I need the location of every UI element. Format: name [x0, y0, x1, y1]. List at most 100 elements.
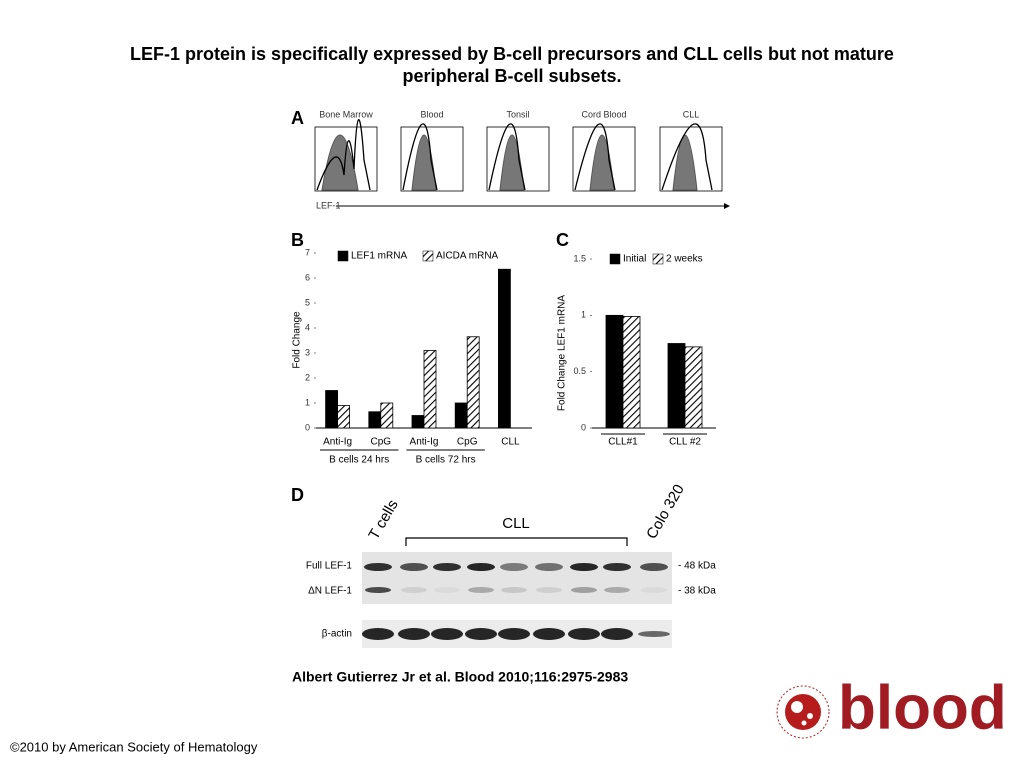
histogram-outline — [402, 123, 438, 191]
panel-letter: B — [291, 230, 304, 250]
bar — [667, 343, 686, 429]
band — [535, 563, 563, 571]
histogram-frame — [314, 126, 378, 192]
histogram-frame — [400, 126, 464, 192]
legend-label: LEF1 mRNA — [351, 251, 407, 262]
histogram-header: Cord Blood — [581, 109, 626, 119]
legend-swatch — [652, 253, 664, 265]
y-tick-label: 0 — [305, 422, 310, 432]
lane-label: T cells — [365, 497, 401, 543]
bar — [411, 415, 425, 429]
histogram-filled — [411, 134, 437, 191]
histogram-outline — [661, 123, 713, 191]
histogram-filled — [672, 134, 698, 191]
histogram-outline — [488, 123, 526, 191]
y-axis-label: Fold Change — [292, 311, 303, 369]
row-label: Full LEF-1 — [306, 561, 353, 572]
legend-label: AICDA mRNA — [436, 251, 499, 262]
histogram-outline — [316, 119, 371, 191]
band — [638, 631, 670, 637]
band — [568, 628, 600, 640]
histogram-filled — [589, 134, 615, 191]
histogram-filled — [499, 134, 525, 191]
band — [641, 587, 667, 593]
bar — [684, 346, 703, 429]
histogram-header: Tonsil — [506, 109, 529, 119]
bar — [605, 314, 624, 429]
legend-swatch — [337, 250, 349, 262]
band — [601, 628, 633, 640]
y-tick-label: 1.5 — [573, 253, 586, 263]
band — [640, 563, 668, 571]
y-tick-label: 0 — [581, 422, 586, 432]
band — [467, 563, 495, 571]
band — [433, 563, 461, 571]
blot-bands — [364, 563, 668, 593]
band — [398, 628, 430, 640]
band — [362, 628, 394, 640]
y-tick-label: 5 — [305, 297, 310, 307]
band — [604, 587, 630, 593]
bar — [454, 402, 468, 429]
histogram-outline — [574, 123, 616, 191]
bar — [466, 336, 480, 429]
citation: Albert Gutierrez Jr et al. Blood 2010;11… — [292, 669, 628, 685]
histogram-header: Bone Marrow — [319, 109, 373, 119]
bar — [380, 402, 394, 429]
band — [570, 563, 598, 571]
x-tick-label: CLL — [501, 437, 520, 448]
y-tick-label: 2 — [305, 372, 310, 382]
copyright: ©2010 by American Society of Hematology — [10, 739, 258, 754]
bar — [368, 411, 382, 429]
title: peripheral B-cell subsets. — [402, 66, 621, 86]
y-tick-label: 0.5 — [573, 366, 586, 376]
band — [431, 628, 463, 640]
y-tick-label: 6 — [305, 272, 310, 282]
blot-bands — [362, 628, 670, 640]
row-label: β-actin — [322, 629, 352, 640]
band — [468, 587, 494, 593]
histogram-frame — [659, 126, 723, 192]
bar — [423, 350, 437, 429]
band — [603, 563, 631, 571]
band — [400, 563, 428, 571]
x-tick-label: CpG — [457, 437, 478, 448]
bar — [497, 268, 511, 429]
group-label: B cells 72 hrs — [416, 455, 476, 466]
lane-label: Colo 320 — [643, 481, 688, 542]
y-tick-label: 4 — [305, 322, 310, 332]
y-axis-label: Fold Change LEF1 mRNA — [557, 295, 568, 411]
band — [465, 628, 497, 640]
size-label: - 38 kDa — [678, 586, 716, 597]
bar — [325, 390, 339, 429]
y-tick-label: 1 — [305, 397, 310, 407]
lane-label: CLL — [502, 515, 530, 532]
band — [536, 587, 562, 593]
x-tick-label: CLL #2 — [669, 437, 701, 448]
histogram-frame — [486, 126, 550, 192]
legend-label: Initial — [623, 254, 646, 265]
y-tick-label: 7 — [305, 247, 310, 257]
histogram-panel: Bone Marrow Blood Tonsil Cord Blood CLL — [314, 109, 723, 192]
band — [571, 587, 597, 593]
blot — [362, 552, 672, 604]
legend-swatch — [422, 250, 434, 262]
legend-swatch — [609, 253, 621, 265]
x-tick-label: Anti-Ig — [410, 437, 439, 448]
y-tick-label: 3 — [305, 347, 310, 357]
size-label: - 48 kDa — [678, 561, 716, 572]
band — [501, 587, 527, 593]
x-tick-label: CpG — [371, 437, 392, 448]
panel-letter: A — [291, 108, 304, 128]
bar — [337, 405, 351, 429]
y-tick-label: 1 — [581, 310, 586, 320]
band — [365, 587, 391, 593]
row-label: ΔN LEF-1 — [308, 586, 352, 597]
axis-label: LEF-1 — [316, 200, 341, 210]
band — [498, 628, 530, 640]
panel-letter: D — [291, 485, 304, 505]
band — [434, 587, 460, 593]
histogram-filled — [321, 134, 359, 191]
group-label: B cells 24 hrs — [329, 455, 389, 466]
